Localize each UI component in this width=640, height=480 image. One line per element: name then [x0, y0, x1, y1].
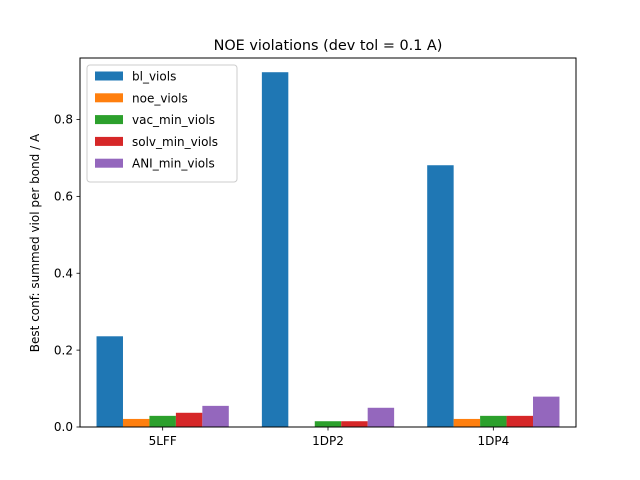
- bar-solv_min_viols-1DP4: [506, 415, 534, 427]
- x-tick-label: 1DP4: [477, 434, 509, 448]
- legend-label-vac_min_viols: vac_min_viols: [132, 113, 215, 127]
- legend-swatch-solv_min_viols: [95, 136, 123, 146]
- y-tick-label: 0.8: [54, 113, 73, 127]
- y-axis-label: Best conf: summed viol per bond / A: [28, 133, 42, 352]
- legend-box: [86, 64, 238, 183]
- legend-label-ANI_min_viols: ANI_min_viols: [132, 157, 215, 171]
- legend-swatch-vac_min_viols: [95, 115, 123, 125]
- y-tick-label: 0.6: [54, 190, 73, 204]
- y-axis: 0.0 0.2 0.4 0.6 0.8: [54, 113, 80, 434]
- bar-solv_min_viols-1DP2: [341, 421, 368, 427]
- y-tick-label: 0.0: [54, 420, 73, 434]
- legend: bl_viols noe_viols vac_min_viols solv_min_v…: [86, 64, 238, 183]
- bar-noe_viols-1DP4: [453, 418, 481, 427]
- legend-label-solv_min_viols: solv_min_viols: [132, 135, 218, 149]
- bar-vac_min_viols-1DP2: [314, 421, 342, 427]
- chart-title: NOE violations (dev tol = 0.1 A): [214, 38, 443, 54]
- legend-swatch-noe_viols: [95, 93, 123, 103]
- x-axis: 5LFF 1DP2 1DP4: [149, 427, 509, 448]
- bars-layer: [96, 72, 560, 428]
- legend-swatch-ANI_min_viols: [95, 158, 123, 168]
- y-tick-label: 0.2: [54, 343, 73, 357]
- bar-solv_min_viols-5LFF: [175, 412, 203, 427]
- bar-vac_min_viols-1DP4: [480, 415, 507, 427]
- x-tick-label: 5LFF: [149, 434, 177, 448]
- bar-bl_viols-1DP4: [427, 165, 454, 428]
- bar-bl_viols-5LFF: [96, 336, 123, 427]
- bar-ANI_min_viols-1DP2: [367, 407, 395, 427]
- bar-ANI_min_viols-1DP4: [533, 396, 560, 427]
- bar-ANI_min_viols-5LFF: [202, 405, 229, 427]
- legend-swatch-bl_viols: [95, 71, 123, 81]
- bar-bl_viols-1DP2: [261, 72, 289, 427]
- legend-label-bl_viols: bl_viols: [132, 70, 176, 84]
- bar-noe_viols-5LFF: [122, 418, 150, 427]
- bar-vac_min_viols-5LFF: [149, 415, 176, 427]
- x-tick-label: 1DP2: [312, 434, 344, 448]
- legend-label-noe_viols: noe_viols: [132, 91, 188, 105]
- y-tick-label: 0.4: [54, 266, 73, 280]
